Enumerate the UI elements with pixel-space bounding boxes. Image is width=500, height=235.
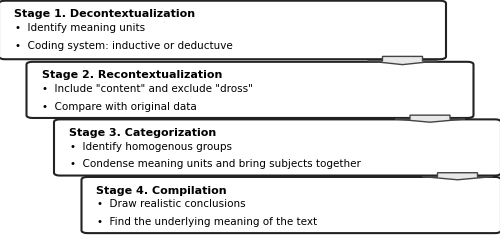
Text: Stage 3. Categorization: Stage 3. Categorization	[69, 128, 216, 138]
Text: •  Identify meaning units: • Identify meaning units	[15, 23, 145, 33]
FancyBboxPatch shape	[82, 177, 500, 233]
Text: •  Condense meaning units and bring subjects together: • Condense meaning units and bring subje…	[70, 159, 361, 169]
Text: •  Include "content" and exclude "dross": • Include "content" and exclude "dross"	[42, 84, 254, 94]
FancyBboxPatch shape	[0, 1, 446, 59]
FancyBboxPatch shape	[54, 119, 500, 176]
Polygon shape	[395, 115, 465, 122]
FancyBboxPatch shape	[26, 62, 473, 118]
Text: Stage 1. Decontextualization: Stage 1. Decontextualization	[14, 9, 195, 20]
Text: •  Compare with original data: • Compare with original data	[42, 102, 197, 112]
Text: •  Coding system: inductive or deductuve: • Coding system: inductive or deductuve	[15, 41, 233, 51]
Polygon shape	[368, 56, 438, 65]
Text: Stage 2. Recontextualization: Stage 2. Recontextualization	[42, 70, 222, 81]
Text: •  Find the underlying meaning of the text: • Find the underlying meaning of the tex…	[98, 217, 318, 227]
Text: •  Identify homogenous groups: • Identify homogenous groups	[70, 142, 232, 152]
Polygon shape	[422, 173, 492, 180]
Text: Stage 4. Compilation: Stage 4. Compilation	[96, 186, 227, 196]
Text: •  Draw realistic conclusions: • Draw realistic conclusions	[98, 199, 246, 209]
